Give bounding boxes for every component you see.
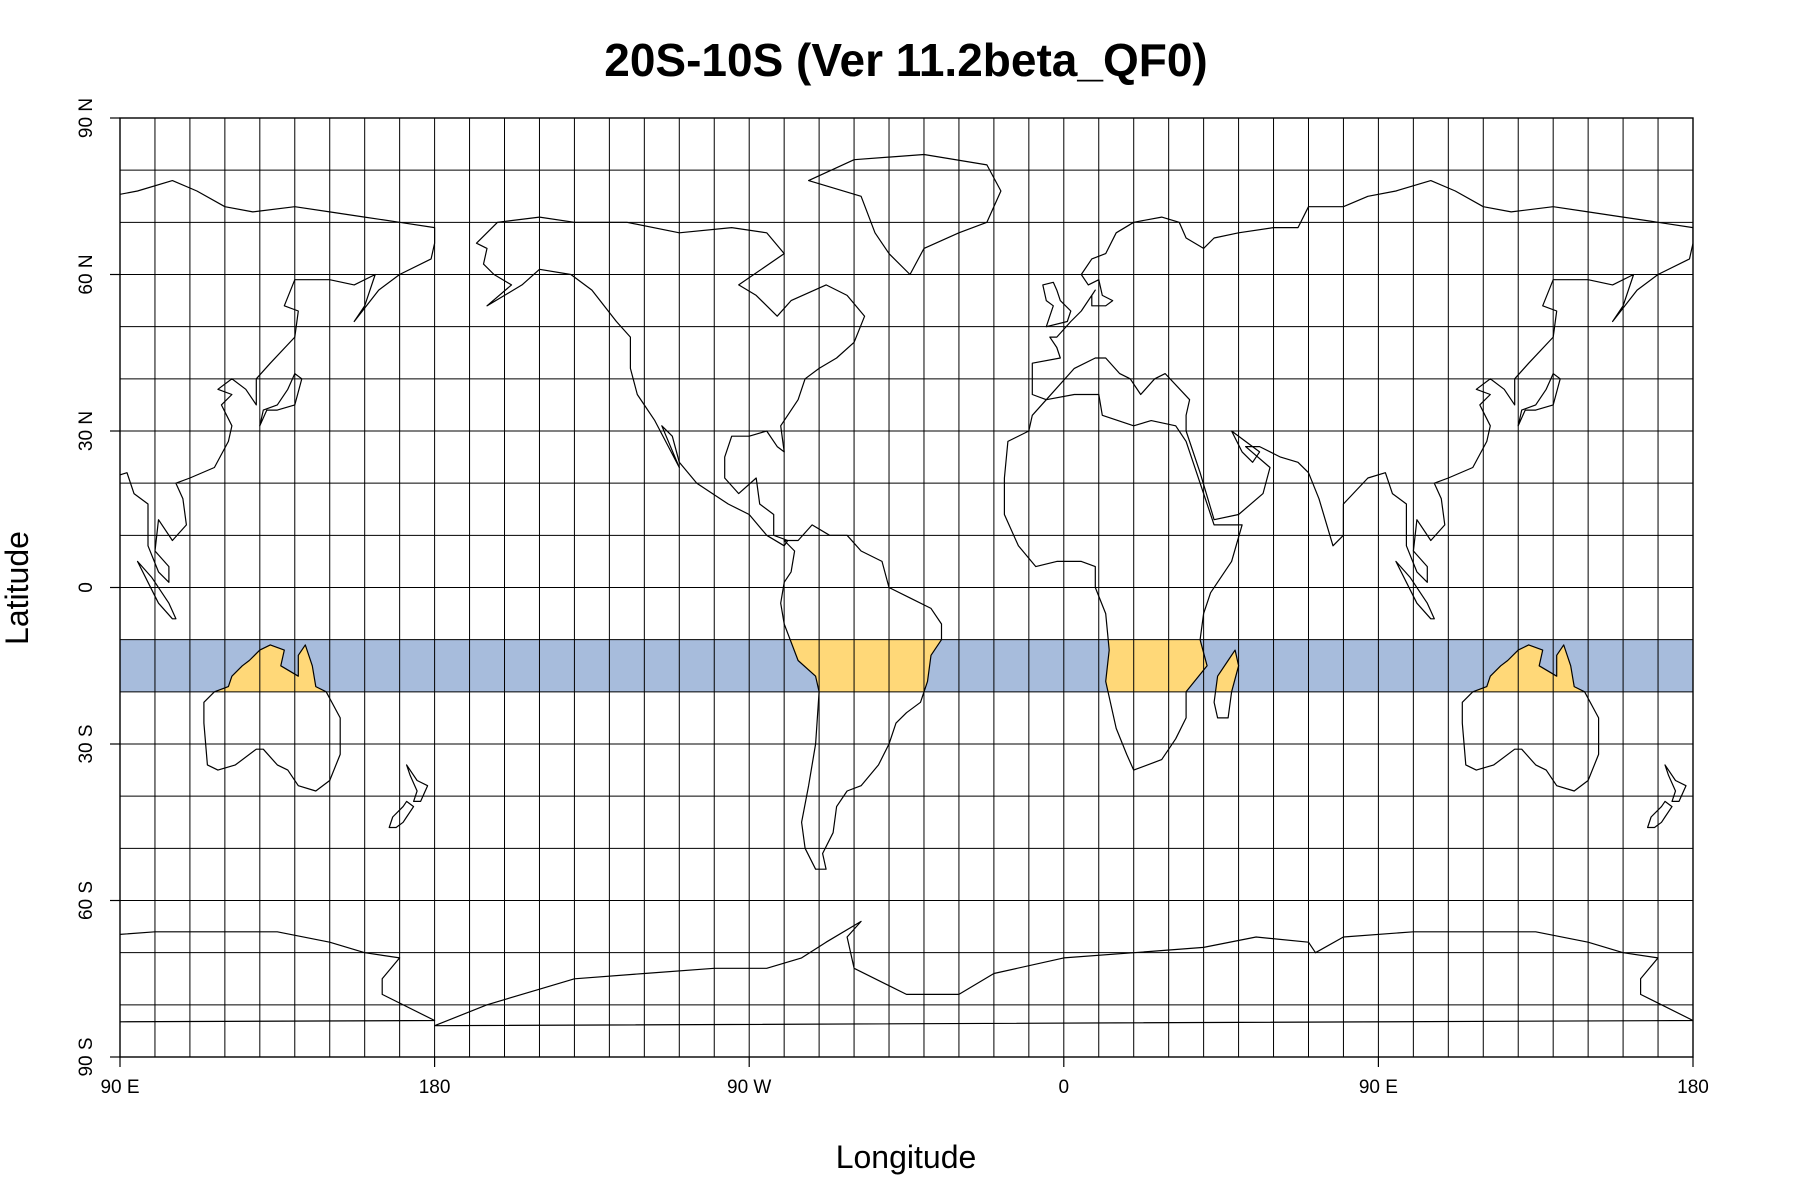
band-land-africa bbox=[1105, 639, 1208, 692]
band-land-southAmerica bbox=[790, 639, 942, 692]
y-tick-label: 90 S bbox=[76, 1037, 97, 1076]
coastline-eurasia bbox=[1031, 180, 1693, 583]
x-tick-label: 180 bbox=[419, 1077, 451, 1098]
y-tick-label: 60 S bbox=[76, 881, 97, 920]
x-tick-label: 90 E bbox=[1359, 1077, 1398, 1098]
coastline-southAmerica bbox=[780, 524, 943, 870]
band-land-fill bbox=[214, 639, 1585, 692]
coastline-japan bbox=[1517, 373, 1561, 427]
y-tick-label: 90 N bbox=[76, 98, 97, 138]
band-land-australia bbox=[214, 644, 327, 692]
x-tick-label: 0 bbox=[1059, 1077, 1070, 1098]
coastline-britain bbox=[1042, 281, 1072, 328]
coastline-indonesia bbox=[136, 560, 177, 620]
x-tick-label: 180 bbox=[1677, 1077, 1709, 1098]
x-tick-label: 90 E bbox=[100, 1077, 139, 1098]
coastlines bbox=[120, 153, 1693, 1027]
y-tick-label: 0 bbox=[76, 582, 97, 593]
y-axis-ticks: 90 N 60 N 30 N 0 30 S 60 S 90 S bbox=[76, 98, 120, 1077]
coastline-nzNorth bbox=[1664, 764, 1687, 802]
coastline-antarctica bbox=[120, 931, 436, 1023]
x-axis-title: Longitude bbox=[836, 1139, 977, 1175]
y-tick-label: 30 N bbox=[76, 411, 97, 451]
coastline-japan bbox=[259, 373, 303, 427]
y-axis-title: Latitude bbox=[0, 531, 35, 645]
coastline-madagascar bbox=[1213, 649, 1240, 719]
coastline-greenland bbox=[808, 153, 1002, 276]
y-tick-label: 60 N bbox=[76, 254, 97, 294]
coastline-northAmerica bbox=[475, 216, 866, 547]
coastline-antarctica bbox=[434, 920, 1693, 1027]
coastline-arabiaGulf bbox=[1231, 430, 1261, 463]
x-axis-ticks: 90 E 180 90 W 0 90 E 180 bbox=[100, 1057, 1709, 1098]
x-tick-label: 90 W bbox=[727, 1077, 771, 1098]
coastline-nzNorth bbox=[406, 764, 429, 802]
coastline-nzSouth bbox=[388, 800, 415, 829]
graticule bbox=[119, 117, 1694, 1058]
map-title: 20S-10S (Ver 11.2beta_QF0) bbox=[604, 34, 1207, 86]
coastline-africa bbox=[1003, 393, 1243, 771]
band-land-madagascar bbox=[1215, 650, 1239, 692]
coastline-indonesia bbox=[1395, 560, 1435, 620]
coastline-eurasia bbox=[120, 180, 436, 583]
coastline-australia bbox=[203, 644, 341, 792]
band-land-australia bbox=[1472, 644, 1585, 692]
coastline-nzSouth bbox=[1647, 800, 1673, 829]
y-tick-label: 30 S bbox=[76, 724, 97, 763]
coastline-australia bbox=[1461, 644, 1600, 792]
